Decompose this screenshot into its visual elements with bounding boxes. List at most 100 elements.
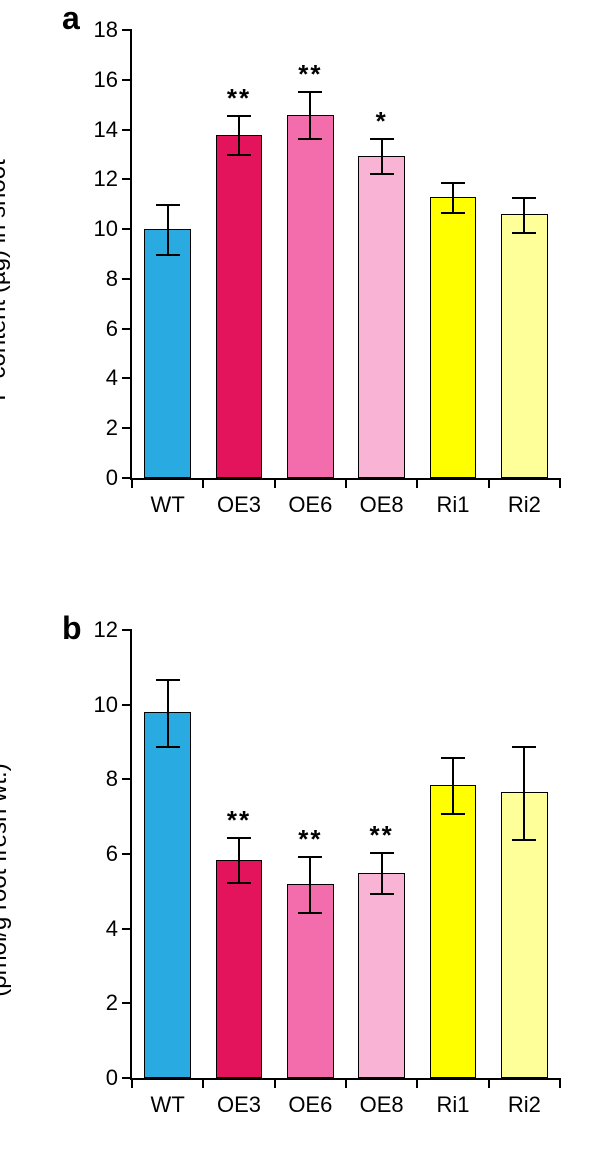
bar bbox=[144, 712, 190, 1078]
x-tick-label: OE3 bbox=[217, 492, 261, 518]
error-cap bbox=[298, 91, 322, 93]
error-cap bbox=[441, 813, 465, 815]
error-cap bbox=[227, 882, 251, 884]
bar bbox=[144, 229, 190, 478]
error-cap bbox=[227, 154, 251, 156]
error-cap bbox=[156, 204, 180, 206]
error-cap bbox=[298, 138, 322, 140]
error-bar bbox=[523, 197, 525, 232]
x-tick-label: OE8 bbox=[360, 1092, 404, 1118]
panel-a-plot: 024681012141618WT**OE3**OE6*OE8Ri1Ri2 bbox=[130, 30, 560, 480]
x-tick-label: Ri2 bbox=[508, 492, 541, 518]
y-tick bbox=[122, 328, 132, 330]
error-bar bbox=[309, 91, 311, 138]
y-tick bbox=[122, 79, 132, 81]
error-cap bbox=[370, 173, 394, 175]
significance-marker: ** bbox=[227, 805, 251, 836]
y-tick-label: 12 bbox=[94, 617, 118, 643]
y-tick-label: 4 bbox=[106, 916, 118, 942]
y-tick bbox=[122, 228, 132, 230]
error-bar bbox=[238, 837, 240, 882]
panel-b-plot: 024681012WT**OE3**OE6**OE8Ri1Ri2 bbox=[130, 630, 560, 1080]
y-tick-label: 8 bbox=[106, 766, 118, 792]
error-cap bbox=[370, 138, 394, 140]
x-tick-label: OE6 bbox=[288, 1092, 332, 1118]
y-tick bbox=[122, 278, 132, 280]
error-cap bbox=[441, 757, 465, 759]
error-bar bbox=[523, 746, 525, 839]
y-tick bbox=[122, 178, 132, 180]
x-tick-label: Ri1 bbox=[436, 492, 469, 518]
panel-a-label: a bbox=[62, 0, 80, 37]
bar bbox=[287, 115, 333, 478]
significance-marker: ** bbox=[227, 83, 251, 114]
error-bar bbox=[238, 115, 240, 155]
y-tick-label: 18 bbox=[94, 17, 118, 43]
error-cap bbox=[370, 852, 394, 854]
x-tick-label: Ri2 bbox=[508, 1092, 541, 1118]
y-tick bbox=[122, 778, 132, 780]
x-tick-label: OE6 bbox=[288, 492, 332, 518]
error-cap bbox=[227, 115, 251, 117]
y-tick bbox=[122, 377, 132, 379]
y-tick-label: 2 bbox=[106, 415, 118, 441]
x-tick bbox=[202, 1078, 204, 1088]
significance-marker: ** bbox=[298, 824, 322, 855]
significance-marker: ** bbox=[370, 820, 394, 851]
significance-marker: * bbox=[376, 106, 388, 137]
x-tick bbox=[488, 478, 490, 488]
error-cap bbox=[512, 839, 536, 841]
bar bbox=[358, 873, 404, 1078]
x-tick bbox=[559, 1078, 561, 1088]
bar bbox=[358, 156, 404, 478]
y-tick bbox=[122, 629, 132, 631]
y-tick bbox=[122, 1002, 132, 1004]
y-tick-label: 10 bbox=[94, 692, 118, 718]
panel-b-ylabel: Jasmonates (pmol/g root fresh wt.) bbox=[0, 655, 12, 1105]
y-tick-label: 14 bbox=[94, 117, 118, 143]
significance-marker: ** bbox=[298, 59, 322, 90]
bar bbox=[430, 785, 476, 1078]
error-cap bbox=[156, 679, 180, 681]
bar bbox=[501, 214, 547, 478]
y-tick-label: 12 bbox=[94, 166, 118, 192]
x-tick bbox=[274, 1078, 276, 1088]
y-tick bbox=[122, 928, 132, 930]
error-cap bbox=[512, 746, 536, 748]
y-tick-label: 4 bbox=[106, 365, 118, 391]
x-tick bbox=[131, 1078, 133, 1088]
error-bar bbox=[452, 757, 454, 813]
x-tick-label: Ri1 bbox=[436, 1092, 469, 1118]
error-bar bbox=[167, 204, 169, 254]
error-bar bbox=[452, 182, 454, 212]
error-bar bbox=[381, 852, 383, 893]
error-cap bbox=[512, 232, 536, 234]
x-tick bbox=[202, 478, 204, 488]
error-cap bbox=[370, 893, 394, 895]
error-bar bbox=[167, 679, 169, 746]
x-tick bbox=[345, 1078, 347, 1088]
y-tick bbox=[122, 704, 132, 706]
panel-b-ylabel-line2: (pmol/g root fresh wt.) bbox=[0, 763, 11, 996]
y-tick-label: 6 bbox=[106, 841, 118, 867]
x-tick-label: WT bbox=[151, 1092, 185, 1118]
bar bbox=[216, 860, 262, 1078]
x-tick bbox=[488, 1078, 490, 1088]
y-tick-label: 8 bbox=[106, 266, 118, 292]
x-tick-label: OE3 bbox=[217, 1092, 261, 1118]
panel-a: a P content (µg) in shoot 02468101214161… bbox=[0, 0, 590, 560]
x-tick bbox=[416, 1078, 418, 1088]
x-tick bbox=[416, 478, 418, 488]
y-tick bbox=[122, 29, 132, 31]
y-tick-label: 6 bbox=[106, 316, 118, 342]
x-tick bbox=[559, 478, 561, 488]
y-tick bbox=[122, 853, 132, 855]
error-cap bbox=[512, 197, 536, 199]
x-tick bbox=[345, 478, 347, 488]
y-tick-label: 10 bbox=[94, 216, 118, 242]
y-tick bbox=[122, 427, 132, 429]
figure-page: a P content (µg) in shoot 02468101214161… bbox=[0, 0, 590, 1166]
error-cap bbox=[227, 837, 251, 839]
error-bar bbox=[309, 856, 311, 912]
error-cap bbox=[298, 856, 322, 858]
